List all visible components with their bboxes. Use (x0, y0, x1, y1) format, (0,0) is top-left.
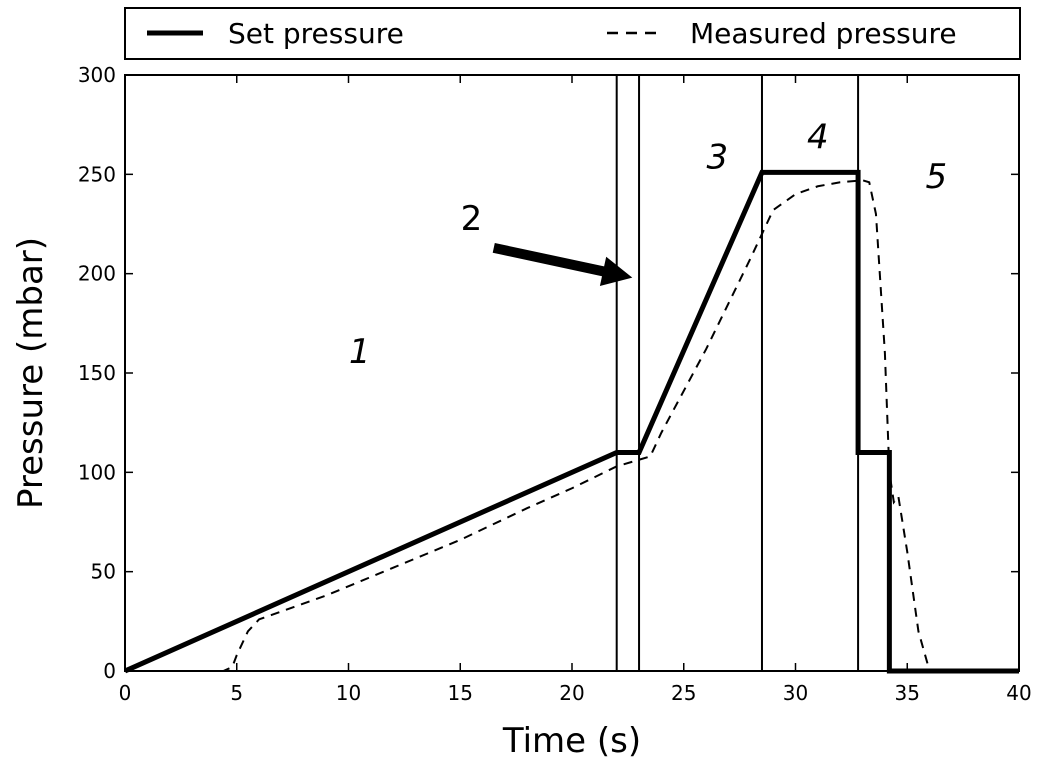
phase-boundaries (615, 75, 860, 671)
y-tick-label: 50 (91, 560, 116, 584)
y-axis-ticks: 0 50 100 150 200 250 300 (78, 63, 1019, 683)
legend-box (124, 7, 1021, 60)
region-label-5: 5 (925, 157, 947, 197)
series-set-pressure-line (123, 169, 1019, 674)
y-tick-label: 300 (78, 63, 116, 87)
y-tick-label: 0 (103, 659, 116, 683)
x-tick-label: 20 (559, 681, 584, 705)
region-label-1: 1 (349, 332, 371, 372)
legend-label-measured-pressure: Measured pressure (690, 17, 957, 50)
y-axis-label: Pressure (mbar) (11, 237, 51, 509)
annotations: 1 3 4 5 2 (349, 118, 947, 373)
x-tick-label: 25 (671, 681, 696, 705)
plot-area: 0 5 10 15 20 25 30 35 40 0 50 100 150 200 250 300 1 3 4 5… (78, 63, 1032, 705)
x-tick-label: 15 (448, 681, 473, 705)
legend-label-set-pressure: Set pressure (228, 17, 404, 50)
series-layer (123, 169, 1019, 674)
x-tick-label: 10 (336, 681, 361, 705)
arrow-annotation-label: 2 (461, 199, 483, 239)
x-tick-label: 40 (1006, 681, 1031, 705)
y-tick-label: 200 (78, 262, 116, 286)
x-axis-ticks: 0 5 10 15 20 25 30 35 40 (119, 75, 1032, 705)
y-tick-label: 250 (78, 162, 116, 186)
annotation-arrow (492, 243, 633, 286)
region-label-4: 4 (807, 118, 829, 158)
legend: Set pressure Measured pressure (124, 7, 1021, 60)
x-tick-label: 0 (119, 681, 132, 705)
x-axis-label: Time (s) (502, 721, 641, 760)
region-label-3: 3 (706, 137, 728, 177)
x-tick-label: 30 (783, 681, 808, 705)
x-tick-label: 35 (895, 681, 920, 705)
y-tick-label: 100 (78, 460, 116, 484)
x-tick-label: 5 (230, 681, 243, 705)
series-measured-pressure-line (125, 179, 1019, 672)
y-tick-label: 150 (78, 361, 116, 385)
